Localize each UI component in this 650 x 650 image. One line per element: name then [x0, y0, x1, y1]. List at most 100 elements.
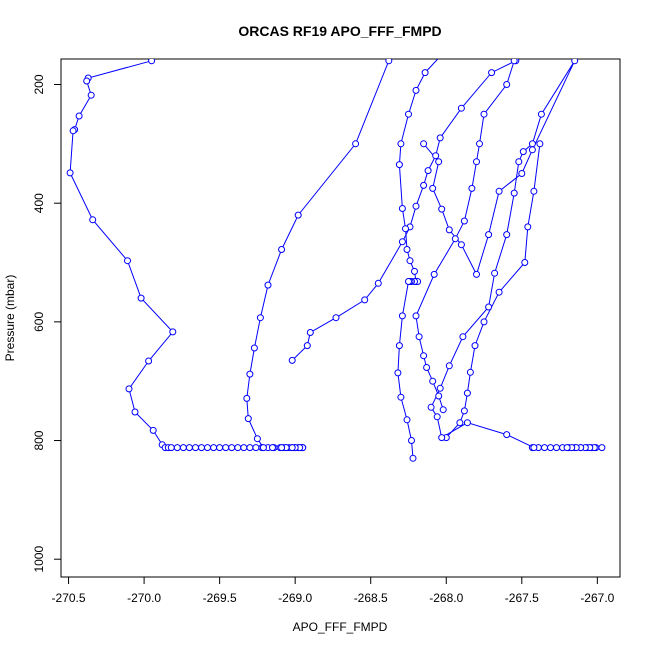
data-point — [420, 140, 428, 148]
data-point — [423, 364, 431, 371]
data-point — [149, 426, 157, 434]
data-point — [457, 241, 465, 249]
data-point — [503, 431, 511, 439]
y-axis: 200 400 600 800 1000 — [32, 74, 62, 573]
data-point — [519, 148, 527, 156]
x-tick-label: -270.0 — [127, 591, 161, 605]
data-point — [471, 342, 479, 350]
y-tick-label: 400 — [32, 193, 46, 213]
data-point — [436, 384, 444, 392]
data-point — [411, 267, 418, 275]
data-point — [169, 328, 177, 336]
data-point — [485, 231, 493, 239]
data-point — [288, 444, 296, 452]
series-line-5 — [397, 281, 418, 459]
data-point — [495, 288, 503, 296]
data-point — [192, 444, 199, 452]
y-tick-label: 1000 — [32, 546, 46, 573]
data-point — [521, 259, 529, 266]
data-point — [256, 314, 264, 322]
data-point — [222, 444, 230, 452]
data-point — [415, 333, 423, 341]
x-tick-label: -267.0 — [580, 591, 614, 605]
data-point — [503, 231, 511, 239]
data-point — [435, 392, 443, 400]
data-point — [456, 419, 464, 427]
data-point — [463, 389, 471, 397]
data-point — [598, 444, 606, 452]
data-point — [518, 170, 526, 177]
data-point — [424, 167, 432, 175]
data-point — [488, 69, 496, 77]
data-point — [397, 140, 405, 148]
data-point — [438, 205, 446, 213]
series-line-2 — [246, 60, 390, 449]
data-point — [463, 419, 471, 427]
data-point — [397, 393, 405, 401]
data-point — [432, 152, 440, 160]
data-point — [491, 269, 499, 277]
data-point — [503, 81, 511, 88]
data-point — [405, 110, 412, 118]
data-point — [137, 294, 145, 302]
data-point — [476, 140, 483, 148]
data-point — [179, 444, 187, 452]
data-point — [278, 444, 286, 452]
data-point — [457, 104, 465, 112]
data-point — [83, 77, 91, 85]
series-layer — [66, 10, 606, 462]
x-tick-label: -267.5 — [505, 591, 539, 605]
data-point — [522, 40, 528, 46]
data-point — [173, 444, 181, 452]
data-point — [303, 342, 311, 350]
data-point — [571, 59, 579, 65]
data-point — [210, 444, 218, 452]
data-point — [563, 444, 571, 452]
data-point — [204, 444, 211, 452]
data-point — [510, 189, 518, 197]
data-point — [463, 34, 469, 40]
data-point — [332, 314, 340, 322]
x-tick-label: -270.5 — [52, 591, 86, 605]
x-axis: -270.5 -270.0 -269.5 -269.0 -268.5 -268.0 -267… — [52, 576, 615, 605]
data-point — [259, 444, 267, 452]
x-tick-label: -268.0 — [429, 591, 463, 605]
series-line-6 — [445, 143, 541, 438]
data-point — [429, 377, 437, 385]
data-point — [480, 110, 488, 118]
y-tick-label: 800 — [32, 430, 46, 450]
data-point — [278, 246, 286, 253]
data-point — [148, 59, 156, 65]
data-point — [264, 281, 272, 289]
data-point — [412, 86, 420, 94]
data-point — [510, 59, 518, 65]
data-point — [252, 444, 260, 452]
data-point — [395, 161, 403, 169]
data-point — [406, 257, 414, 265]
data-point — [398, 205, 406, 212]
data-point — [445, 226, 453, 234]
x-tick-label: -269.0 — [278, 591, 312, 605]
data-point — [420, 181, 428, 189]
data-point — [87, 91, 95, 99]
data-point — [234, 444, 242, 452]
y-tick-label: 200 — [32, 74, 46, 94]
data-point — [511, 10, 517, 16]
data-point — [451, 235, 459, 243]
data-point — [167, 444, 175, 452]
data-point — [536, 140, 544, 148]
data-point — [468, 184, 476, 192]
data-point — [75, 112, 83, 120]
data-point — [244, 415, 252, 423]
data-point — [537, 110, 545, 118]
data-point — [361, 296, 369, 304]
data-point — [439, 406, 447, 414]
series-line-3 — [291, 60, 517, 361]
x-tick-label: -269.5 — [203, 591, 237, 605]
data-point — [430, 270, 438, 278]
data-point — [435, 158, 443, 166]
data-point — [409, 454, 417, 462]
series-line-1 — [69, 60, 303, 449]
data-point — [480, 318, 488, 326]
